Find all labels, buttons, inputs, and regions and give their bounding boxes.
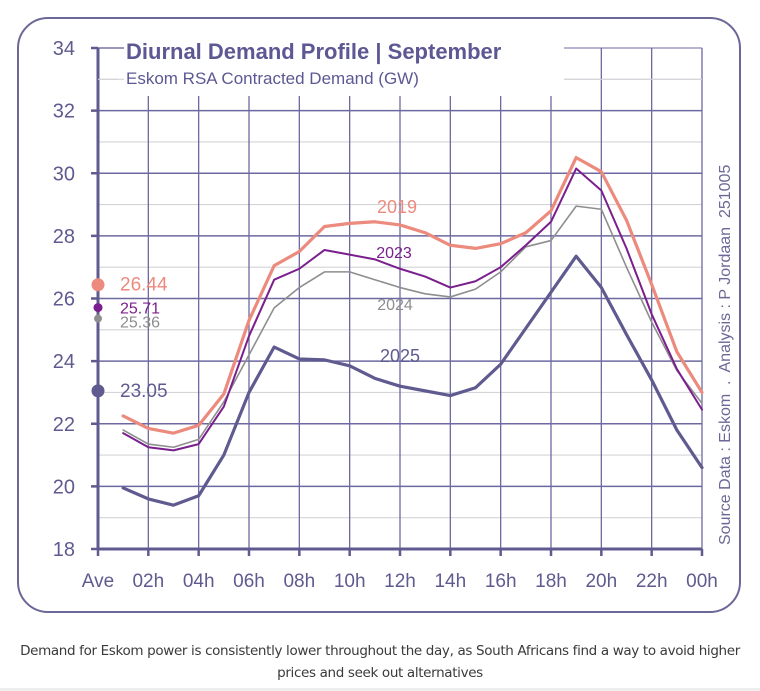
average-marker-2023 [93, 303, 103, 313]
caption-line-2: prices and seek out alternatives [277, 665, 483, 681]
series-line-2019 [121, 155, 704, 435]
average-marker-2025 [91, 384, 105, 398]
source-note: Source Data : Eskom . Analysis : P Jorda… [717, 165, 734, 545]
x-tick-label: 10h [334, 571, 366, 592]
x-tick-label: 18h [535, 571, 567, 592]
series-label-2023: 2023 [376, 245, 412, 262]
y-tick-label: 22 [53, 414, 75, 436]
average-label-2023: 25.71 [120, 301, 160, 318]
y-tick-label: 30 [53, 163, 75, 185]
x-tick-label: Ave [82, 571, 114, 592]
series-label-2025: 2025 [380, 346, 420, 366]
series-labels: 2019 2023 2024 2025 [376, 197, 420, 366]
y-tick-label: 32 [53, 101, 75, 123]
x-tick-label: 06h [233, 571, 265, 592]
title-backdrop [118, 32, 564, 94]
x-tick-label: 00h [686, 571, 718, 592]
x-tick-label: 16h [485, 571, 517, 592]
figure-caption: Demand for Eskom power is consistently l… [0, 640, 760, 684]
x-tick-label: 02h [132, 571, 164, 592]
caption-line-1: Demand for Eskom power is consistently l… [20, 643, 740, 659]
axes [91, 46, 704, 556]
series-label-2024: 2024 [377, 297, 413, 314]
y-tick-label: 20 [53, 476, 75, 498]
y-tick-labels: 18 20 22 24 26 28 30 32 34 [53, 38, 75, 561]
x-tick-label: 14h [434, 571, 466, 592]
average-label-2025: 23.05 [120, 381, 168, 402]
average-label-2019: 26.44 [120, 275, 168, 296]
x-tick-label: 22h [636, 571, 668, 592]
average-marker-2019 [91, 278, 105, 292]
series-label-2019: 2019 [377, 197, 417, 217]
series-line-2023 [122, 167, 703, 452]
x-tick-label: 08h [283, 571, 315, 592]
x-tick-label: 12h [384, 571, 416, 592]
y-tick-label: 18 [53, 539, 75, 561]
chart-title: Diurnal Demand Profile | September [126, 39, 502, 64]
average-marker-2024 [94, 314, 102, 323]
series-lines [121, 155, 704, 507]
average-label-2024: 25.36 [120, 315, 160, 332]
y-tick-label: 26 [53, 289, 75, 311]
chart-subtitle: Eskom RSA Contracted Demand (GW) [126, 69, 419, 88]
series-line-2025 [121, 254, 704, 507]
x-tick-label: 20h [585, 571, 617, 592]
y-tick-label: 28 [53, 226, 75, 248]
x-tick-labels: Ave 02h 04h 06h 08h 10h 12h 14h 16h 18h 20h 22h 00h [82, 571, 718, 592]
y-tick-label: 24 [53, 351, 75, 373]
series-line-2024 [122, 205, 703, 449]
x-tick-label: 04h [183, 571, 215, 592]
y-tick-label: 34 [53, 38, 75, 60]
grid-major [98, 47, 703, 549]
divider [0, 688, 760, 691]
